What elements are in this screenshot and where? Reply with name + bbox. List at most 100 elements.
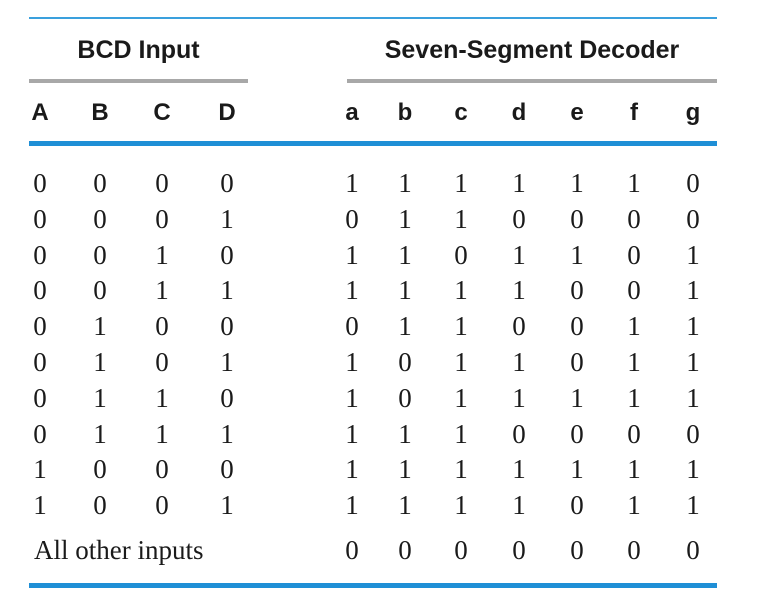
table-cell: 1 <box>570 240 584 270</box>
table-cell: 1 <box>512 240 526 270</box>
table-cell: 0 <box>570 535 584 565</box>
table-cell: 1 <box>627 168 641 198</box>
column-header-input-D: D <box>218 99 236 126</box>
table-cell: 0 <box>93 275 107 305</box>
table-cell: 1 <box>454 419 468 449</box>
table-cell: 1 <box>93 419 107 449</box>
table-cell: 1 <box>398 490 412 520</box>
table-cell: 1 <box>454 168 468 198</box>
table-cell: 1 <box>627 454 641 484</box>
table-cell: 0 <box>454 535 468 565</box>
table-cell: 0 <box>93 454 107 484</box>
table-cell: 1 <box>398 168 412 198</box>
table-cell: 1 <box>398 419 412 449</box>
column-header-segment-a: a <box>345 99 359 126</box>
table-cell: 0 <box>93 168 107 198</box>
group-rule-output <box>347 79 717 83</box>
table-cell: 1 <box>686 454 700 484</box>
column-header-segment-c: c <box>454 99 468 126</box>
table-cell: 0 <box>627 419 641 449</box>
table-cell: 1 <box>570 383 584 413</box>
group-header-bcd-input: BCD Input <box>77 36 200 64</box>
table-cell: 0 <box>93 240 107 270</box>
table-cell: 1 <box>627 311 641 341</box>
table-cell: 0 <box>345 311 359 341</box>
group-header-seven-segment-decoder: Seven-Segment Decoder <box>384 36 680 64</box>
table-cell: 0 <box>686 535 700 565</box>
table-cell: 0 <box>570 311 584 341</box>
table-cell: 1 <box>686 275 700 305</box>
table-cell: 1 <box>454 347 468 377</box>
table-cell: 1 <box>155 240 169 270</box>
table-cell: 0 <box>155 347 169 377</box>
table-cell: 0 <box>512 204 526 234</box>
table-cell: 1 <box>220 419 234 449</box>
table-cell: 1 <box>454 383 468 413</box>
table-cell: 1 <box>627 383 641 413</box>
table-cell: 1 <box>686 311 700 341</box>
table-cell: 0 <box>627 240 641 270</box>
table-cell: 0 <box>570 347 584 377</box>
table-cell: 1 <box>220 347 234 377</box>
table-cell: 1 <box>155 383 169 413</box>
table-cell: 0 <box>220 454 234 484</box>
table-cell: 1 <box>155 275 169 305</box>
table-cell: 0 <box>627 535 641 565</box>
table-cell: 1 <box>454 275 468 305</box>
table-cell: 1 <box>512 490 526 520</box>
column-header-input-A: A <box>31 99 49 126</box>
table-cell: 1 <box>627 490 641 520</box>
table-cell: 1 <box>93 311 107 341</box>
table-cell: 0 <box>155 168 169 198</box>
table-cell: 0 <box>33 383 47 413</box>
table-cell: 0 <box>686 419 700 449</box>
bottom-rule <box>29 583 717 588</box>
table-cell: 0 <box>570 204 584 234</box>
group-rule-input <box>29 79 248 83</box>
column-header-segment-d: d <box>511 99 527 126</box>
table-cell: 1 <box>345 347 359 377</box>
other-inputs-label: All other inputs <box>34 535 204 565</box>
table-cell: 1 <box>686 383 700 413</box>
table-cell: 0 <box>220 383 234 413</box>
table-cell: 0 <box>33 347 47 377</box>
table-cell: 1 <box>155 419 169 449</box>
table-cell: 1 <box>398 454 412 484</box>
column-header-segment-g: g <box>685 99 701 126</box>
table-cell: 1 <box>454 204 468 234</box>
table-cell: 1 <box>686 240 700 270</box>
table-cell: 0 <box>686 204 700 234</box>
table-cell: 1 <box>33 490 47 520</box>
table-cell: 1 <box>512 168 526 198</box>
table-cell: 0 <box>454 240 468 270</box>
column-header-segment-b: b <box>397 99 413 126</box>
column-header-segment-e: e <box>570 99 584 126</box>
table-cell: 0 <box>155 311 169 341</box>
table-cell: 1 <box>398 311 412 341</box>
table-cell: 1 <box>33 454 47 484</box>
table-cell: 0 <box>570 275 584 305</box>
table-cell: 1 <box>220 275 234 305</box>
table-cell: 0 <box>570 419 584 449</box>
table-cell: 1 <box>345 168 359 198</box>
table-cell: 1 <box>93 383 107 413</box>
table-cell: 0 <box>33 275 47 305</box>
table-cell: 0 <box>345 535 359 565</box>
table-cell: 1 <box>512 347 526 377</box>
table-cell: 1 <box>512 275 526 305</box>
table-cell: 0 <box>93 204 107 234</box>
table-cell: 1 <box>398 240 412 270</box>
table-cell: 0 <box>686 168 700 198</box>
table-cell: 1 <box>570 454 584 484</box>
table-cell: 1 <box>345 240 359 270</box>
table-cell: 0 <box>398 347 412 377</box>
table-cell: 1 <box>220 490 234 520</box>
table-cell: 0 <box>512 535 526 565</box>
column-header-input-C: C <box>153 99 171 126</box>
top-rule <box>29 17 717 19</box>
table-cell: 1 <box>570 168 584 198</box>
table-cell: 1 <box>345 454 359 484</box>
table-cell: 0 <box>33 168 47 198</box>
column-header-input-B: B <box>91 99 109 126</box>
